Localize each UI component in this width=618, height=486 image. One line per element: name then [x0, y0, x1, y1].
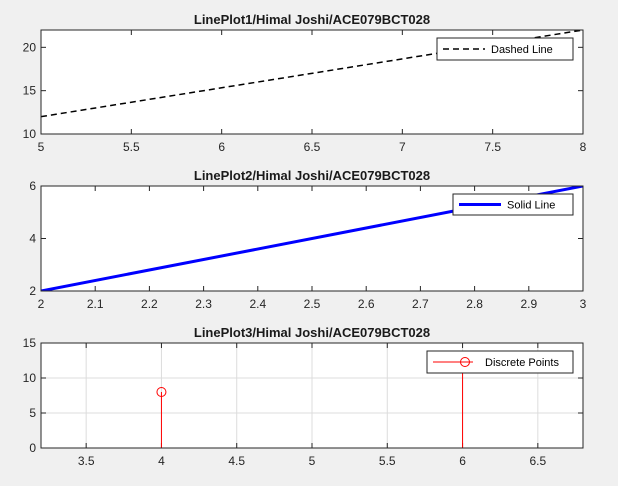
y-tick-label: 15 [23, 336, 37, 350]
x-tick-label: 2.3 [195, 297, 212, 311]
chart-title: LinePlot3/Himal Joshi/ACE079BCT028 [194, 325, 430, 340]
x-tick-label: 2.8 [466, 297, 483, 311]
x-tick-label: 6.5 [529, 454, 546, 468]
legend-label: Discrete Points [485, 357, 559, 369]
legend-box [452, 193, 574, 216]
x-tick-label: 2.1 [87, 297, 104, 311]
y-tick-label: 0 [29, 441, 36, 455]
y-tick-label: 2 [29, 284, 36, 298]
stem-marker [156, 387, 167, 397]
x-tick-label: 3.5 [78, 454, 95, 468]
x-tick-label: 2.7 [412, 297, 429, 311]
legend-box [426, 350, 574, 374]
x-tick-label: 3 [580, 297, 587, 311]
y-tick-label: 6 [29, 179, 36, 193]
y-tick-label: 5 [29, 406, 36, 420]
x-tick-label: 5 [309, 454, 316, 468]
legend-box [436, 37, 574, 61]
y-tick-label: 10 [23, 371, 37, 385]
legend: Solid Line [452, 193, 574, 216]
y-tick-label: 4 [29, 232, 36, 246]
chart-title: LinePlot2/Himal Joshi/ACE079BCT028 [194, 168, 430, 183]
axes-frame [40, 29, 584, 135]
x-tick-label: 4.5 [228, 454, 245, 468]
y-tick-label: 10 [23, 127, 37, 141]
dashed-line-series [41, 30, 583, 118]
x-tick-label: 2.4 [249, 297, 266, 311]
x-tick-label: 2.2 [141, 297, 158, 311]
x-tick-label: 6 [459, 454, 466, 468]
x-tick-label: 5 [38, 140, 45, 154]
legend: Discrete Points [426, 350, 574, 374]
x-tick-label: 2.9 [520, 297, 537, 311]
chart-title: LinePlot1/Himal Joshi/ACE079BCT028 [194, 12, 430, 27]
x-tick-label: 5.5 [123, 140, 140, 154]
x-tick-label: 4 [158, 454, 165, 468]
axes-frame [40, 185, 584, 292]
y-tick-label: 20 [23, 40, 37, 54]
x-tick-label: 2.5 [304, 297, 321, 311]
subplot-2: LinePlot2/Himal Joshi/ACE079BCT028 2 2.1 2.… [29, 168, 586, 311]
axes-frame [40, 342, 584, 449]
x-tick-label: 2.6 [358, 297, 375, 311]
legend-swatch-marker [460, 357, 470, 367]
legend: Dashed Line [436, 37, 574, 61]
x-tick-label: 6 [218, 140, 225, 154]
x-tick-label: 2 [38, 297, 45, 311]
x-tick-label: 6.5 [304, 140, 321, 154]
x-tick-label: 5.5 [379, 454, 396, 468]
data-layer [41, 30, 583, 118]
subplot-3: LinePlot3/Himal Joshi/ACE079BCT028 3.5 4 4.… [23, 325, 584, 468]
x-tick-label: 7.5 [484, 140, 501, 154]
legend-label: Solid Line [507, 200, 555, 212]
legend-label: Dashed Line [491, 44, 553, 56]
x-tick-label: 8 [580, 140, 587, 154]
subplot-1: LinePlot1/Himal Joshi/ACE079BCT028 5 5.5 6 6… [23, 12, 587, 154]
y-tick-label: 15 [23, 84, 37, 98]
x-tick-label: 7 [399, 140, 406, 154]
